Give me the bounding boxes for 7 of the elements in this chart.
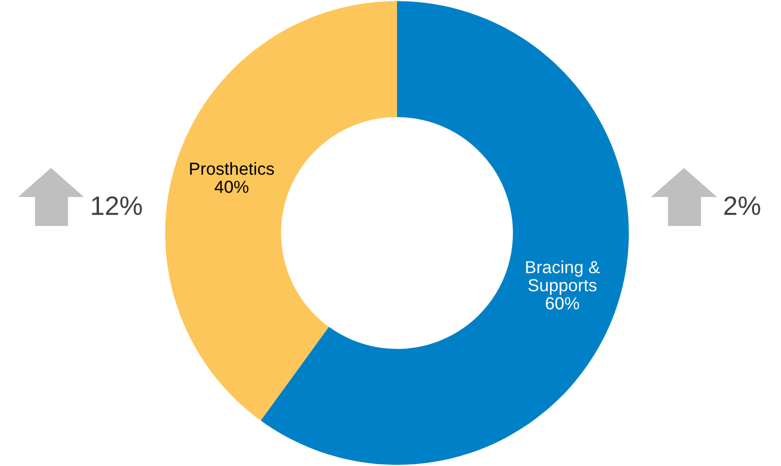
slice-label: Prosthetics [190, 162, 274, 175]
donut-slice [165, 1, 397, 421]
data-label: 40% [214, 180, 248, 193]
data-label: 60% [546, 297, 580, 310]
text: 2% [724, 196, 760, 215]
slice-label: Bracing & Supports [526, 260, 600, 295]
text: 12% [92, 196, 142, 215]
